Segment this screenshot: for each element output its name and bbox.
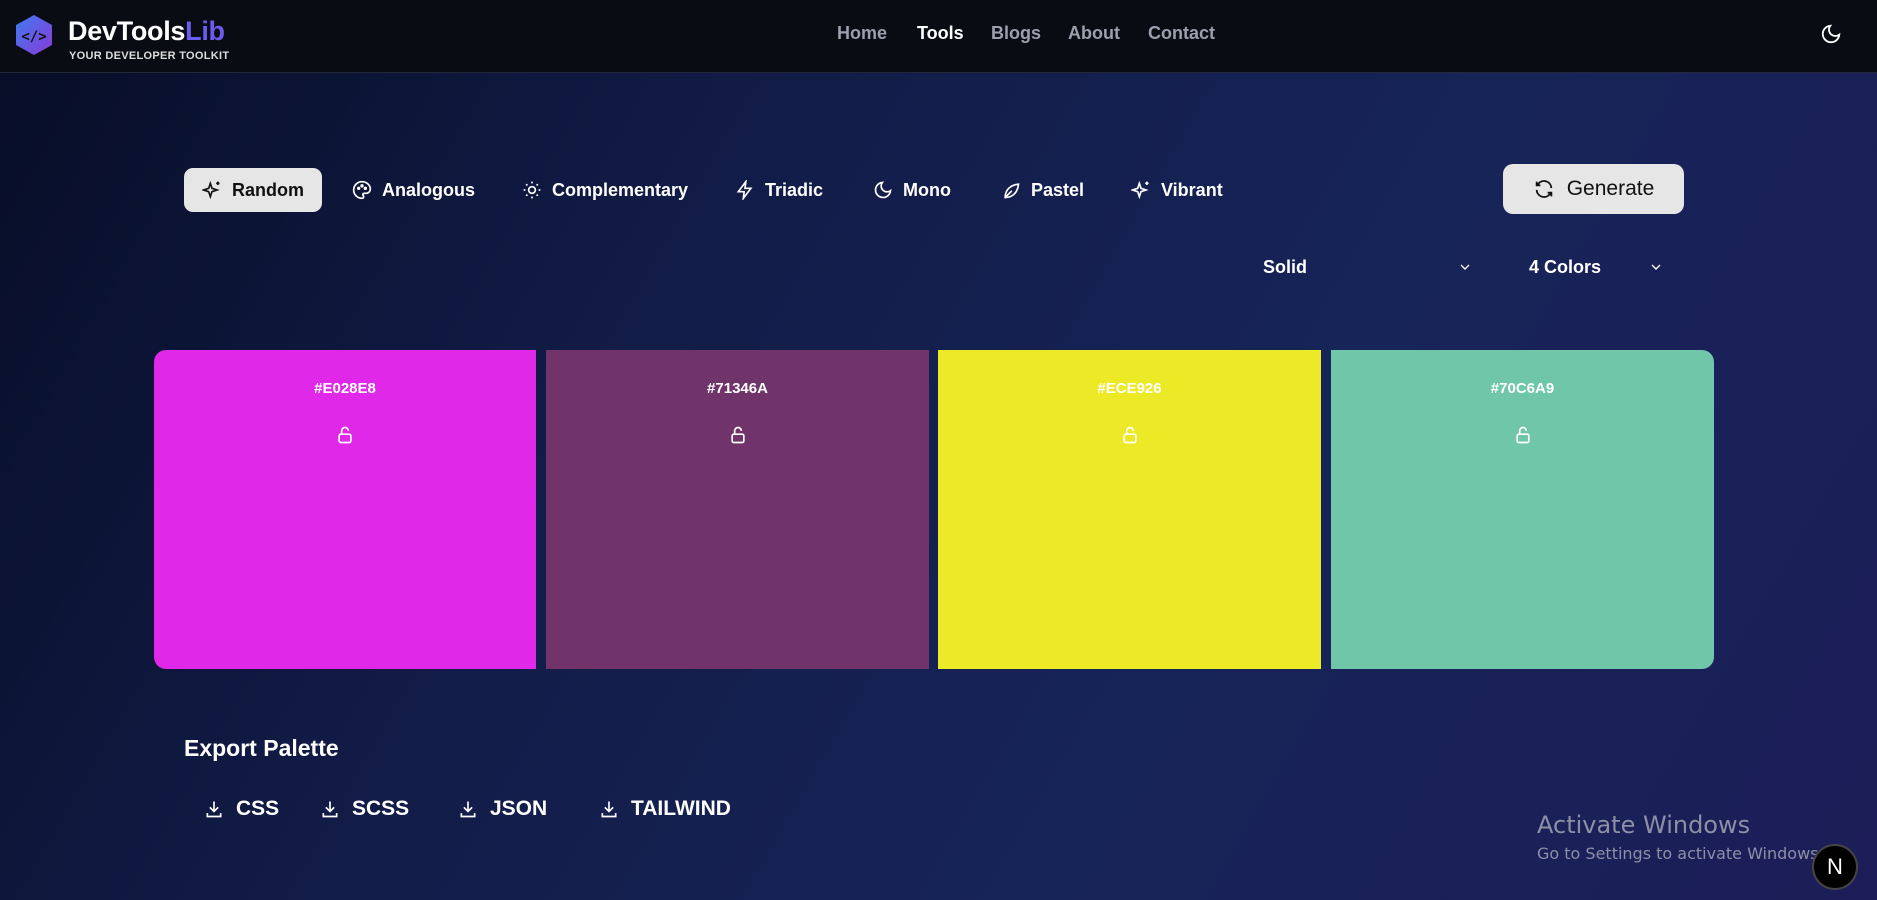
brand-main: DevTools — [68, 16, 186, 46]
sun-icon — [523, 181, 541, 199]
export-json-button[interactable]: JSON — [458, 797, 547, 821]
mode-complementary[interactable]: Complementary — [504, 168, 706, 212]
activate-windows-title: Activate Windows — [1537, 811, 1751, 839]
count-select-value: 4 Colors — [1529, 256, 1602, 277]
color-swatch[interactable]: #E028E8 — [154, 350, 536, 669]
export-tailwind-button[interactable]: TAILWIND — [599, 797, 731, 821]
sparkles-icon — [202, 180, 220, 200]
mode-label: Complementary — [552, 179, 689, 200]
download-icon — [460, 801, 476, 818]
sparkles-icon — [1131, 180, 1149, 200]
brand-accent: Lib — [185, 16, 225, 46]
export-title: Export Palette — [184, 735, 339, 761]
export-scss-button[interactable]: SCSS — [320, 797, 409, 821]
palette-icon — [352, 180, 372, 200]
download-icon — [206, 801, 222, 818]
unlock-icon[interactable] — [1513, 425, 1533, 445]
mode-triadic[interactable]: Triadic — [717, 168, 841, 212]
nav-blogs[interactable]: Blogs — [991, 23, 1042, 43]
svg-text:</>: </> — [21, 29, 46, 45]
export-label: JSON — [490, 797, 548, 820]
mode-random[interactable]: Random — [184, 168, 322, 212]
next-dev-badge[interactable]: N — [1812, 844, 1858, 890]
zap-icon — [736, 180, 753, 200]
color-swatch[interactable]: #70C6A9 — [1331, 350, 1714, 669]
activate-windows-subtitle: Go to Settings to activate Windows. — [1537, 844, 1824, 863]
unlock-icon[interactable] — [728, 425, 748, 445]
chevron-down-icon — [1460, 264, 1470, 270]
export-label: SCSS — [352, 797, 410, 820]
color-hex[interactable]: #71346A — [707, 380, 768, 397]
download-icon — [322, 801, 338, 818]
brand-tagline: YOUR DEVELOPER TOOLKIT — [69, 50, 230, 62]
top-navbar: </> DevToolsLib YOUR DEVELOPER TOOLKIT H… — [0, 0, 1877, 73]
nav-contact[interactable]: Contact — [1148, 23, 1215, 43]
style-select-value: Solid — [1263, 256, 1307, 277]
nav-tools[interactable]: Tools — [917, 23, 964, 43]
count-select[interactable]: 4 Colors — [1529, 254, 1664, 280]
mode-vibrant[interactable]: Vibrant — [1113, 168, 1241, 212]
nav-home[interactable]: Home — [837, 23, 888, 43]
mode-analogous[interactable]: Analogous — [334, 168, 493, 212]
export-label: TAILWIND — [631, 797, 731, 820]
mode-label: Pastel — [1031, 179, 1085, 200]
generate-button[interactable]: Generate — [1503, 164, 1684, 214]
export-css-button[interactable]: CSS — [204, 797, 279, 821]
moon-icon — [874, 181, 892, 199]
unlock-icon[interactable] — [335, 425, 355, 445]
mode-label: Random — [232, 179, 304, 200]
color-hex[interactable]: #70C6A9 — [1490, 380, 1555, 397]
moon-icon[interactable] — [1820, 23, 1842, 45]
mode-label: Mono — [903, 179, 951, 200]
leaf-icon — [1004, 183, 1020, 199]
mode-pastel[interactable]: Pastel — [983, 168, 1102, 212]
generate-label: Generate — [1566, 177, 1655, 200]
color-hex[interactable]: #ECE926 — [1097, 380, 1162, 397]
color-swatch[interactable]: #71346A — [546, 350, 929, 669]
nav-about[interactable]: About — [1068, 23, 1120, 43]
logo-icon[interactable]: </> — [14, 14, 54, 56]
mode-label: Analogous — [382, 179, 475, 200]
export-label: CSS — [236, 797, 280, 820]
mode-label: Vibrant — [1161, 179, 1223, 200]
download-icon — [601, 801, 617, 818]
brand-name[interactable]: DevToolsLib — [68, 16, 225, 47]
color-swatch[interactable]: #ECE926 — [938, 350, 1321, 669]
color-hex[interactable]: #E028E8 — [314, 380, 376, 397]
chevron-down-icon — [1651, 264, 1661, 270]
mode-mono[interactable]: Mono — [855, 168, 969, 212]
style-select[interactable]: Solid — [1263, 254, 1473, 280]
refresh-icon — [1535, 180, 1552, 198]
mode-label: Triadic — [765, 179, 824, 200]
unlock-icon[interactable] — [1120, 425, 1140, 445]
